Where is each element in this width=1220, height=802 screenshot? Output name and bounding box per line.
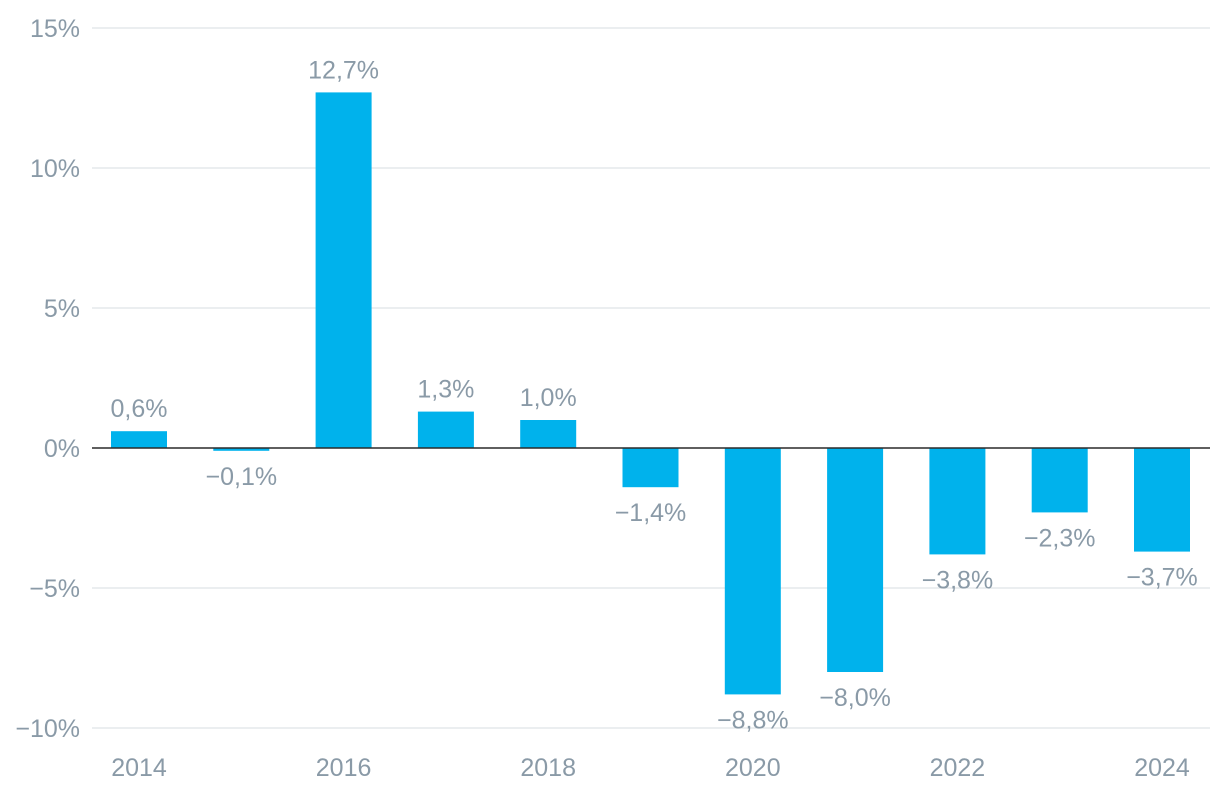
bar-2016 (315, 92, 372, 449)
x-tick-label: 2022 (930, 754, 986, 782)
x-tick-label: 2020 (725, 754, 781, 782)
data-label-2014: 0,6% (111, 395, 168, 423)
bar-2015 (213, 448, 270, 451)
y-tick-label: −10% (15, 715, 80, 743)
bar-2022 (929, 448, 986, 555)
y-tick-label: 10% (30, 155, 80, 183)
x-tick-label: 2016 (316, 754, 372, 782)
bar-2014 (111, 431, 167, 448)
bar-2018 (520, 420, 577, 448)
data-label-2024: −3,7% (1126, 564, 1198, 592)
data-label-2023: −2,3% (1024, 524, 1096, 552)
x-tick-label: 2014 (111, 754, 167, 782)
y-tick-label: 15% (30, 15, 80, 43)
bar-2020 (724, 448, 781, 695)
bar-2023 (1031, 448, 1088, 513)
data-label-2017: 1,3% (417, 376, 474, 404)
x-tick-label: 2024 (1134, 754, 1190, 782)
bar-2024 (1134, 448, 1190, 552)
data-labels: 0,6% −0,1% 12,7% 1,3% 1,0% −1,4% −8,8% −8,0% −3,… (111, 56, 1198, 734)
data-label-2016: 12,7% (308, 56, 379, 84)
x-tick-label: 2018 (520, 754, 576, 782)
y-tick-label: −5% (29, 575, 80, 603)
x-axis-ticks: 2014 2016 2018 2020 2022 2024 (111, 754, 1190, 782)
data-label-2019: −1,4% (615, 499, 687, 527)
data-label-2020: −8,8% (717, 706, 789, 734)
bar-2019 (622, 448, 679, 488)
y-axis-ticks: 15% 10% 5% 0% −5% −10% (15, 15, 80, 743)
bar-2017 (417, 411, 474, 448)
data-label-2022: −3,8% (922, 566, 994, 594)
y-tick-label: 5% (44, 295, 80, 323)
data-label-2015: −0,1% (206, 463, 278, 491)
data-label-2021: −8,0% (819, 684, 891, 712)
bars (111, 92, 1190, 695)
y-tick-label: 0% (44, 435, 80, 463)
gridlines (92, 27, 1210, 729)
bar-2021 (827, 448, 884, 672)
data-label-2018: 1,0% (520, 384, 577, 412)
